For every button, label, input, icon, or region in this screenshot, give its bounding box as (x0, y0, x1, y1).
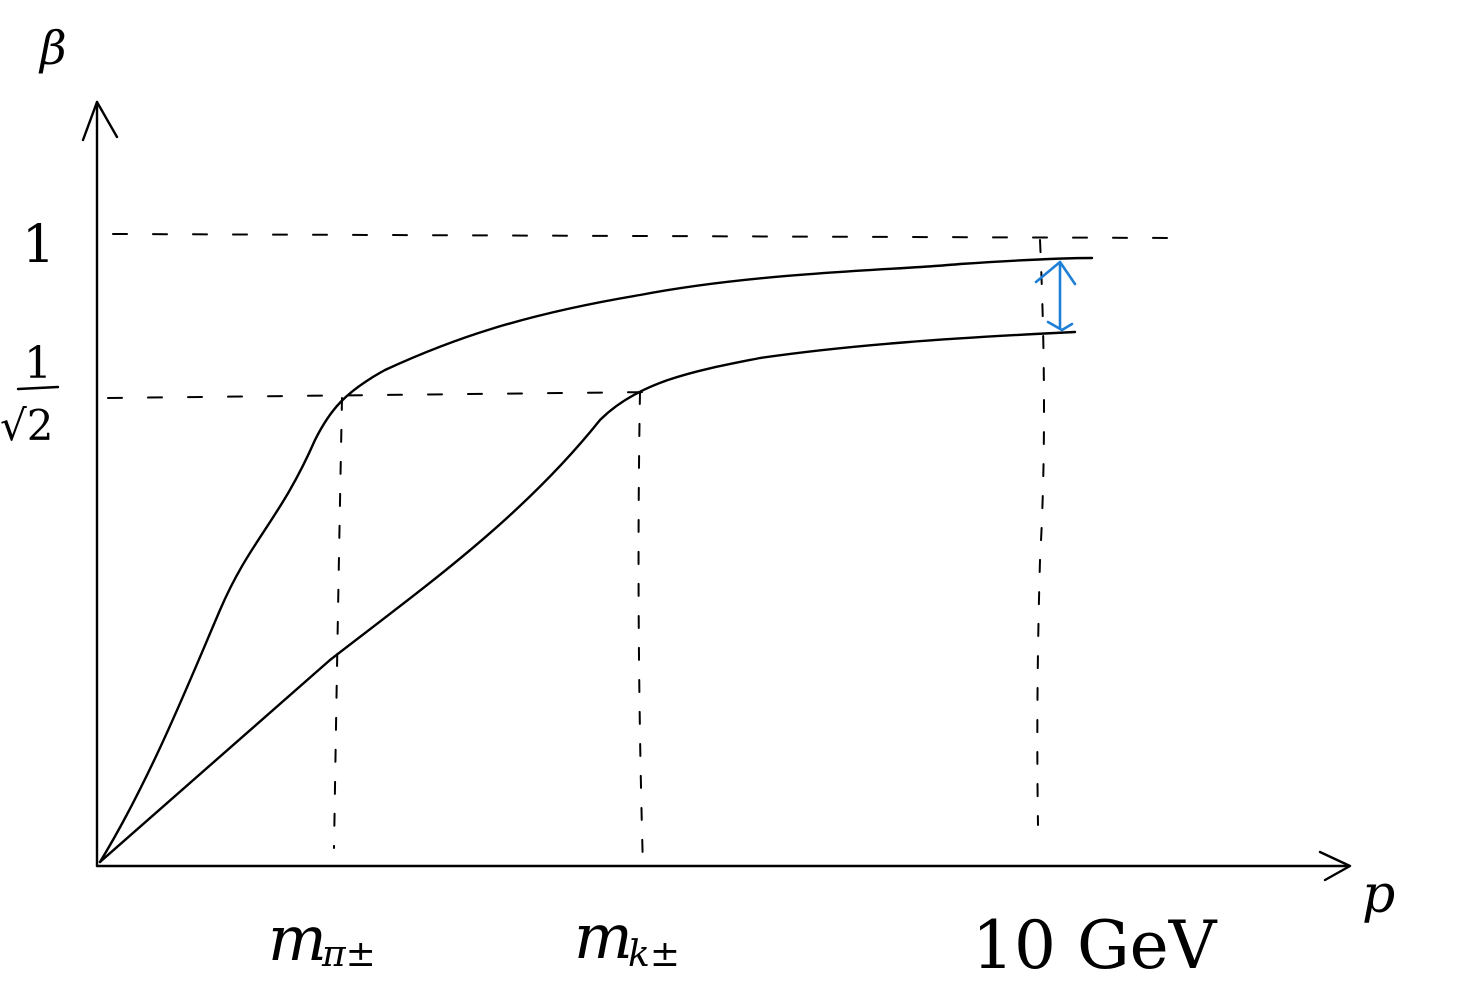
y-axis-label: β (38, 21, 67, 75)
beta-one-dashed-line (112, 233, 1173, 239)
x-tick-pion-mass: m (268, 902, 327, 975)
fraction-bar (16, 385, 60, 391)
y-tick-inv-sqrt2-numerator: 1 (24, 338, 52, 389)
x-tick-pion-subscript: π± (321, 934, 376, 975)
pion-curve (98, 256, 1094, 864)
separation-double-arrow (1034, 260, 1077, 332)
x-tick-kaon-subscript: k± (628, 934, 680, 975)
pion-mass-dashed-line (333, 397, 343, 849)
x-tick-ten-gev: 10 GeV (972, 907, 1218, 984)
kaon-mass-dashed-line (637, 391, 644, 869)
ten-gev-dashed-line (1036, 239, 1045, 826)
x-axis-label: p (1362, 865, 1395, 925)
x-tick-kaon-mass: m (574, 900, 633, 973)
x-axis-arrowhead (1318, 850, 1352, 882)
y-tick-one: 1 (22, 215, 55, 275)
y-axis-arrowhead (81, 100, 119, 142)
kaon-curve (98, 330, 1077, 864)
beta-inv-sqrt2-dashed-line (107, 391, 656, 399)
y-tick-inv-sqrt2-denominator: √2 (0, 401, 53, 450)
